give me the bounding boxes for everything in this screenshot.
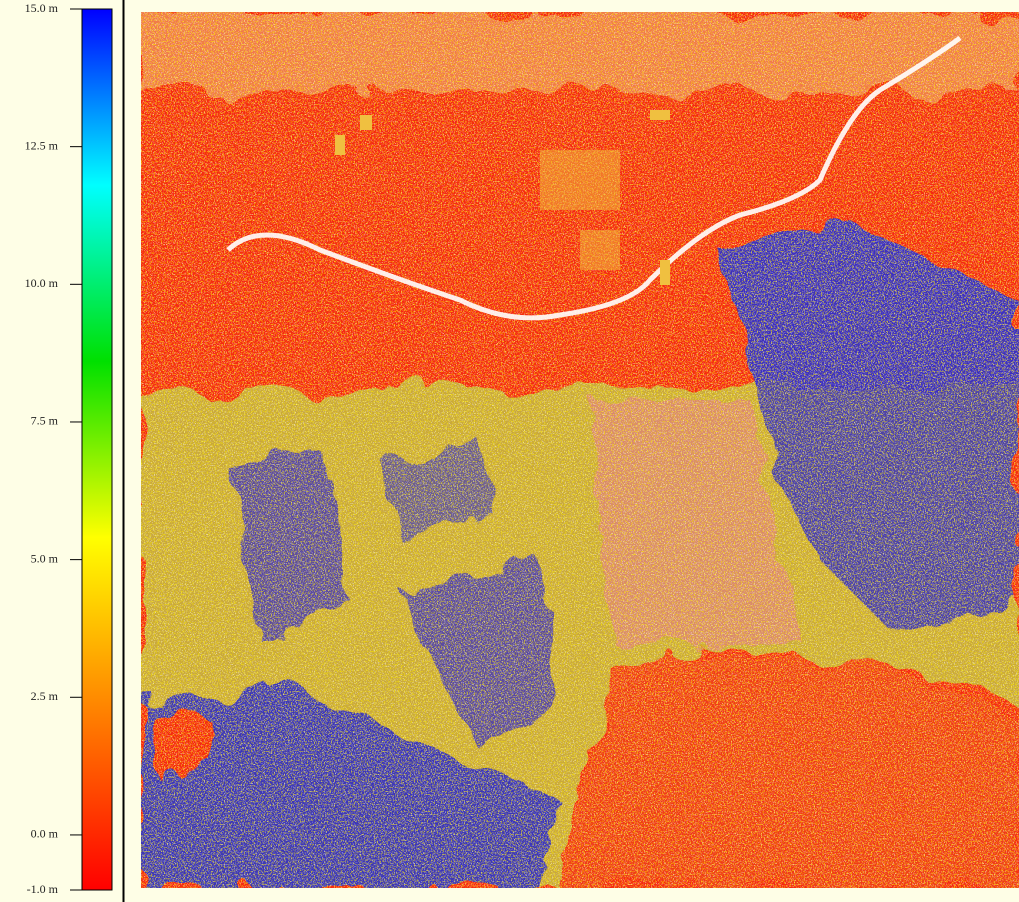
- tick-label: 2.5 m: [31, 689, 59, 703]
- tick-label: 12.5 m: [25, 138, 59, 152]
- colorbar: 15.0 m 12.5 m 10.0 m 7.5 m 5.0 m 2.5 m 0.0 m -1…: [25, 1, 113, 896]
- tick-label: 0.0 m: [31, 827, 59, 841]
- tick-label: 5.0 m: [31, 551, 59, 565]
- tick-label: 15.0 m: [25, 1, 59, 15]
- point-cloud: [141, 12, 1019, 888]
- tick-label: 7.5 m: [31, 414, 59, 428]
- tick-label: -1.0 m: [27, 882, 59, 896]
- tick-label: 10.0 m: [25, 276, 59, 290]
- colorbar-gradient: [81, 8, 113, 891]
